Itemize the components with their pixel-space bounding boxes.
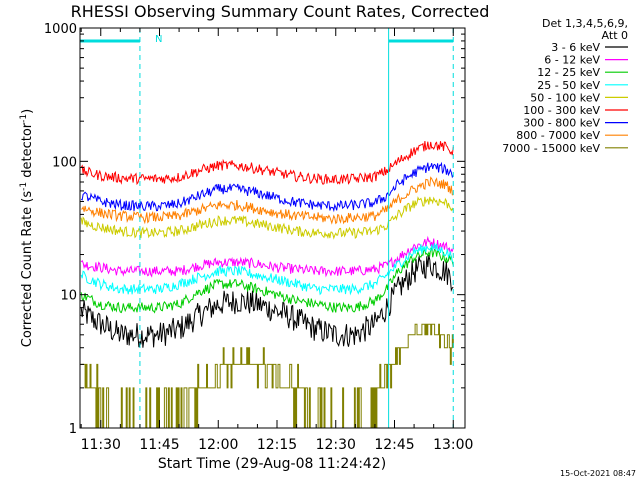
series-1 bbox=[80, 235, 454, 278]
x-tick-label: 11:45 bbox=[139, 437, 179, 453]
legend-label: 12 - 25 keV bbox=[537, 66, 600, 79]
series-6 bbox=[80, 161, 454, 213]
legend-label: 6 - 12 keV bbox=[544, 54, 600, 67]
legend-label: 800 - 7000 keV bbox=[516, 129, 600, 142]
series-line bbox=[81, 323, 454, 429]
legend-header-line-1: Det 1,3,4,5,6,9, bbox=[542, 17, 628, 30]
series-5 bbox=[80, 140, 454, 186]
x-tick-label: 12:45 bbox=[374, 437, 414, 453]
legend-label: 7000 - 15000 keV bbox=[502, 142, 600, 155]
legend-header-line-2: Att 0 bbox=[602, 29, 628, 42]
night-marker: N bbox=[155, 34, 162, 45]
x-tick-label: 12:30 bbox=[316, 437, 356, 453]
series-line bbox=[80, 161, 454, 213]
y-tick-label: 1 bbox=[69, 422, 77, 437]
x-tick-label: 12:15 bbox=[257, 437, 297, 453]
x-tick-label: 13:00 bbox=[433, 437, 473, 453]
y-tick-label: 1000 bbox=[44, 22, 77, 37]
footer-date: 15-Oct-2021 08:47 bbox=[560, 469, 636, 478]
x-tick-label: 11:30 bbox=[81, 437, 121, 453]
y-axis-label: Corrected Count Rate (s-1 detector-1) bbox=[19, 109, 35, 347]
y-axis-label-part-2: detector bbox=[20, 122, 35, 182]
series-line bbox=[80, 243, 454, 296]
series-3 bbox=[80, 243, 454, 296]
y-tick-label: 100 bbox=[52, 155, 77, 170]
series-line bbox=[80, 196, 454, 240]
series-0 bbox=[80, 254, 454, 348]
chart-marks bbox=[79, 28, 454, 429]
y-axis-label-sup-1: -1 bbox=[19, 182, 29, 191]
y-axis-label-sup-2: -1 bbox=[19, 114, 29, 123]
plot-frame bbox=[79, 27, 466, 429]
series-line bbox=[80, 247, 454, 314]
series-line bbox=[81, 176, 454, 225]
x-tick-label: 12:00 bbox=[198, 437, 238, 453]
x-axis-label: Start Time (29-Aug-08 11:24:42) bbox=[158, 456, 386, 472]
legend-label: 300 - 800 keV bbox=[523, 117, 600, 130]
series-line bbox=[80, 254, 454, 348]
legend-label: 100 - 300 keV bbox=[523, 104, 600, 117]
x-axis: 11:30 11:45 12:00 12:15 12:30 12:45 13:00 bbox=[81, 28, 473, 453]
chart-title: RHESSI Observing Summary Count Rates, Co… bbox=[71, 2, 490, 21]
series-line bbox=[80, 235, 454, 278]
y-axis-label-part-1: Corrected Count Rate (s bbox=[20, 191, 35, 348]
y-axis-label-part-3: ) bbox=[20, 109, 35, 114]
series-7 bbox=[81, 176, 454, 225]
y-tick-label: 10 bbox=[60, 289, 77, 304]
series-line bbox=[80, 140, 454, 186]
legend-header: Det 1,3,4,5,6,9, Att 0 bbox=[542, 17, 628, 42]
legend-label: 25 - 50 keV bbox=[537, 79, 600, 92]
series-8 bbox=[81, 323, 454, 429]
series-4 bbox=[80, 196, 454, 240]
legend-label: 3 - 6 keV bbox=[551, 41, 600, 54]
y-axis: 1 10 100 1000 bbox=[44, 22, 465, 437]
legend-label: 50 - 100 keV bbox=[530, 91, 600, 104]
